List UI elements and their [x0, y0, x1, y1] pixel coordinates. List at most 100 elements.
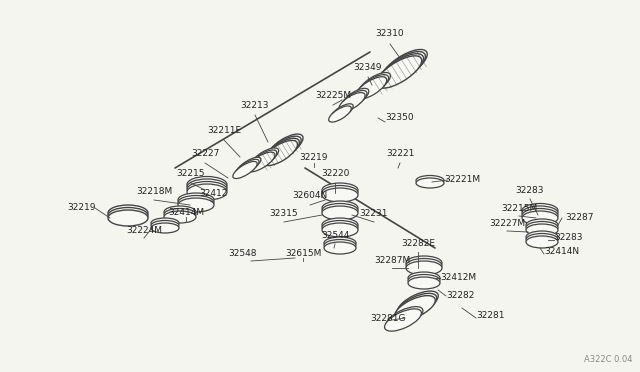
Ellipse shape — [406, 261, 442, 275]
Ellipse shape — [164, 206, 196, 218]
Text: 32604N: 32604N — [292, 191, 328, 200]
Ellipse shape — [187, 182, 227, 198]
Text: 32221M: 32221M — [444, 176, 480, 185]
Ellipse shape — [386, 307, 423, 329]
Text: 32412M: 32412M — [440, 273, 476, 282]
Ellipse shape — [522, 208, 558, 222]
Text: 32281G: 32281G — [371, 314, 406, 323]
Ellipse shape — [324, 237, 356, 249]
Ellipse shape — [322, 206, 358, 220]
Text: 32219: 32219 — [300, 153, 328, 162]
Ellipse shape — [235, 159, 259, 176]
Text: 32220: 32220 — [321, 169, 349, 178]
Ellipse shape — [526, 224, 558, 236]
Ellipse shape — [233, 161, 257, 179]
Text: 32287: 32287 — [565, 214, 593, 222]
Text: 32281: 32281 — [476, 311, 504, 321]
Ellipse shape — [108, 210, 148, 226]
Text: 32283: 32283 — [516, 186, 544, 195]
Ellipse shape — [355, 77, 387, 99]
Ellipse shape — [385, 309, 421, 331]
Ellipse shape — [526, 231, 558, 243]
Ellipse shape — [151, 223, 179, 233]
Ellipse shape — [406, 259, 442, 273]
Text: 32282: 32282 — [446, 291, 474, 299]
Ellipse shape — [178, 198, 214, 212]
Ellipse shape — [395, 296, 435, 320]
Text: 32221: 32221 — [386, 149, 414, 158]
Ellipse shape — [522, 206, 558, 220]
Ellipse shape — [187, 184, 227, 200]
Ellipse shape — [322, 203, 358, 218]
Ellipse shape — [322, 221, 358, 234]
Ellipse shape — [408, 272, 440, 284]
Text: 32350: 32350 — [385, 113, 413, 122]
Text: 32310: 32310 — [376, 29, 404, 38]
Ellipse shape — [339, 93, 365, 112]
Text: 32224M: 32224M — [126, 226, 162, 235]
Ellipse shape — [251, 148, 278, 168]
Ellipse shape — [322, 183, 358, 197]
Ellipse shape — [108, 208, 148, 224]
Ellipse shape — [237, 157, 261, 174]
Text: 32412: 32412 — [199, 189, 227, 198]
Ellipse shape — [322, 223, 358, 237]
Ellipse shape — [247, 152, 275, 172]
Ellipse shape — [187, 179, 227, 195]
Text: 32615M: 32615M — [285, 249, 321, 258]
Ellipse shape — [522, 203, 558, 218]
Ellipse shape — [164, 208, 196, 221]
Ellipse shape — [151, 218, 179, 228]
Ellipse shape — [526, 234, 558, 246]
Text: 32349: 32349 — [354, 63, 382, 72]
Text: 32548: 32548 — [228, 249, 257, 258]
Ellipse shape — [266, 136, 301, 161]
Ellipse shape — [178, 196, 214, 209]
Text: 32218M: 32218M — [136, 187, 172, 196]
Ellipse shape — [329, 106, 351, 122]
Ellipse shape — [324, 242, 356, 254]
Ellipse shape — [526, 221, 558, 234]
Ellipse shape — [268, 134, 303, 159]
Text: 32227M: 32227M — [489, 219, 525, 228]
Text: 32227: 32227 — [191, 149, 219, 158]
Text: 32414N: 32414N — [544, 247, 579, 257]
Ellipse shape — [406, 256, 442, 270]
Text: 32211E: 32211E — [207, 126, 241, 135]
Ellipse shape — [380, 52, 426, 84]
Ellipse shape — [178, 193, 214, 207]
Ellipse shape — [382, 49, 428, 82]
Ellipse shape — [522, 211, 558, 225]
Ellipse shape — [151, 221, 179, 231]
Ellipse shape — [342, 88, 369, 107]
Ellipse shape — [340, 90, 367, 109]
Ellipse shape — [408, 277, 440, 289]
Ellipse shape — [322, 188, 358, 202]
Text: 32287M: 32287M — [374, 256, 410, 265]
Ellipse shape — [322, 218, 358, 232]
Text: 32544: 32544 — [321, 231, 349, 240]
Ellipse shape — [322, 201, 358, 215]
Ellipse shape — [322, 186, 358, 199]
Text: 32215: 32215 — [177, 169, 205, 178]
Ellipse shape — [357, 75, 388, 97]
Text: 32282E: 32282E — [401, 239, 435, 248]
Ellipse shape — [187, 176, 227, 192]
Ellipse shape — [416, 178, 444, 188]
Text: 32231: 32231 — [360, 209, 388, 218]
Ellipse shape — [397, 291, 438, 316]
Ellipse shape — [108, 205, 148, 221]
Ellipse shape — [324, 240, 356, 251]
Ellipse shape — [262, 140, 298, 166]
Text: 32414M: 32414M — [168, 208, 204, 217]
Text: 32225M: 32225M — [315, 91, 351, 100]
Ellipse shape — [408, 275, 440, 286]
Text: A322C 0.04: A322C 0.04 — [584, 355, 632, 364]
Text: 32315: 32315 — [269, 209, 298, 218]
Ellipse shape — [359, 73, 390, 95]
Ellipse shape — [376, 56, 422, 88]
Ellipse shape — [249, 150, 276, 170]
Ellipse shape — [378, 54, 424, 86]
Ellipse shape — [330, 104, 353, 120]
Text: 32213: 32213 — [241, 101, 269, 110]
